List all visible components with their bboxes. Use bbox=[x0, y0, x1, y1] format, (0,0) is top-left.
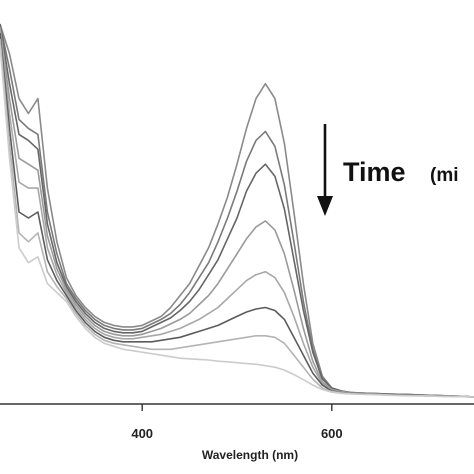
spectrum-line-2 bbox=[0, 23, 474, 398]
spectrum-line-6 bbox=[0, 32, 474, 398]
series-group bbox=[0, 23, 474, 398]
spectrum-line-3 bbox=[0, 23, 474, 398]
time-annotation-label: Time bbox=[343, 157, 406, 187]
time-annotation-unit: (mi bbox=[430, 165, 459, 186]
spectrum-line-5 bbox=[0, 29, 474, 398]
time-arrow-head bbox=[317, 196, 333, 216]
x-tick-label-600: 600 bbox=[321, 426, 343, 441]
spectrum-line-1 bbox=[0, 23, 474, 398]
spectrum-line-4 bbox=[0, 26, 474, 398]
x-tick-label-400: 400 bbox=[131, 426, 153, 441]
spectrum-line-8 bbox=[0, 44, 474, 398]
x-axis-title: Wavelength (nm) bbox=[202, 448, 298, 462]
time-annotation: Time (mi bbox=[317, 124, 459, 216]
x-tick-group: 400 600 bbox=[131, 404, 343, 441]
plot-area: 400 600 bbox=[0, 23, 474, 441]
